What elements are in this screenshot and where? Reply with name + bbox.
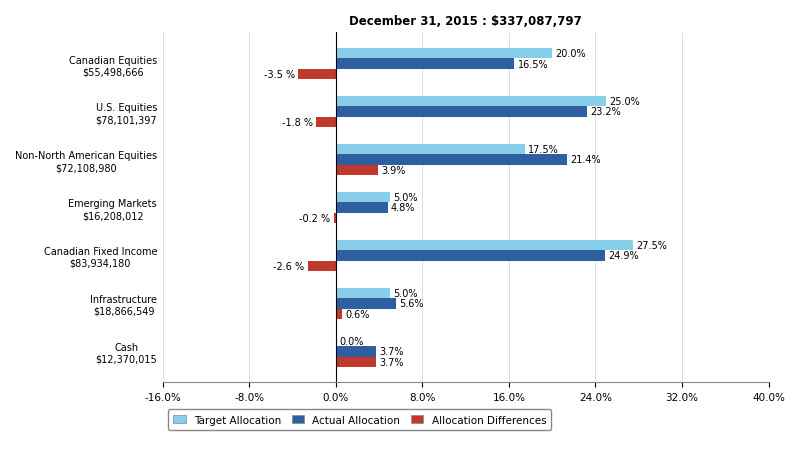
Bar xyxy=(336,203,388,213)
Bar xyxy=(308,261,336,272)
Bar xyxy=(336,165,378,176)
Text: 3.7%: 3.7% xyxy=(379,357,403,367)
Text: 5.0%: 5.0% xyxy=(393,288,418,298)
Text: 24.9%: 24.9% xyxy=(609,251,639,261)
Text: 3.9%: 3.9% xyxy=(382,166,406,176)
Legend: Target Allocation, Actual Allocation, Allocation Differences: Target Allocation, Actual Allocation, Al… xyxy=(168,409,551,430)
Title: December 31, 2015 : $337,087,797: December 31, 2015 : $337,087,797 xyxy=(350,15,582,28)
Text: -0.2 %: -0.2 % xyxy=(299,214,330,224)
Bar xyxy=(336,240,634,250)
Text: 5.0%: 5.0% xyxy=(393,192,418,202)
Bar xyxy=(336,107,586,118)
Bar xyxy=(336,250,605,261)
Bar xyxy=(336,357,376,367)
Text: 0.0%: 0.0% xyxy=(339,336,363,346)
Text: -1.8 %: -1.8 % xyxy=(282,118,313,128)
Bar xyxy=(298,69,336,80)
Text: -2.6 %: -2.6 % xyxy=(274,261,305,271)
Bar xyxy=(336,288,390,298)
Text: -3.5 %: -3.5 % xyxy=(263,70,294,80)
Bar xyxy=(336,97,606,107)
Bar xyxy=(336,347,376,357)
Bar xyxy=(316,118,336,128)
Bar xyxy=(336,144,525,155)
Text: 20.0%: 20.0% xyxy=(555,49,586,59)
Text: 5.6%: 5.6% xyxy=(400,299,424,309)
Bar xyxy=(336,298,396,309)
Text: 0.6%: 0.6% xyxy=(346,309,370,319)
Bar xyxy=(336,59,514,69)
Text: 16.5%: 16.5% xyxy=(518,60,548,69)
Bar xyxy=(336,309,342,319)
Bar xyxy=(336,192,390,203)
Text: 21.4%: 21.4% xyxy=(570,155,601,165)
Bar xyxy=(336,155,567,165)
Text: 4.8%: 4.8% xyxy=(391,203,415,213)
Text: 25.0%: 25.0% xyxy=(610,97,640,107)
Bar xyxy=(334,213,336,224)
Text: 27.5%: 27.5% xyxy=(637,240,667,250)
Text: 3.7%: 3.7% xyxy=(379,347,403,357)
Text: 17.5%: 17.5% xyxy=(528,145,559,155)
Text: 23.2%: 23.2% xyxy=(590,107,621,117)
Bar xyxy=(336,49,552,59)
